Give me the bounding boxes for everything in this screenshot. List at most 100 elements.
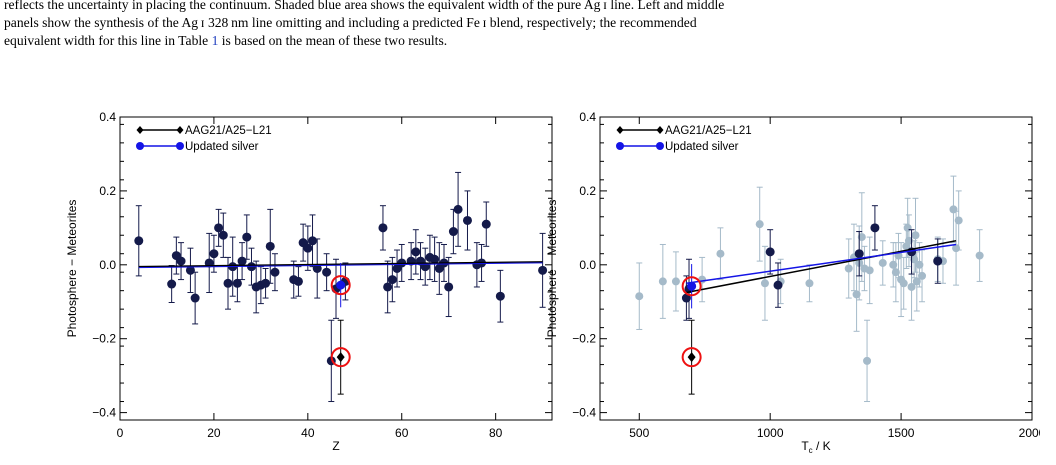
gray-data-point: [671, 277, 680, 286]
silver-new-point: [687, 281, 697, 291]
y-tick-label: 0.2: [99, 184, 116, 198]
data-point: [303, 243, 313, 253]
gray-data-point: [915, 260, 924, 269]
x-tick-label: 20: [207, 426, 221, 440]
gray-data-point: [878, 258, 887, 267]
y-tick-label: −0.4: [572, 406, 596, 420]
data-point: [870, 223, 880, 233]
x-axis-label: Z: [332, 439, 339, 453]
gray-data-point: [658, 277, 667, 286]
data-point: [378, 223, 388, 233]
data-point: [237, 256, 247, 266]
y-tick-label: 0.4: [99, 110, 116, 124]
silver-old-diamond: [336, 352, 345, 363]
x-tick-label: 40: [301, 426, 315, 440]
plot-frame: [119, 116, 553, 421]
data-point: [308, 236, 318, 246]
gray-data-point: [954, 216, 963, 225]
gray-data-point: [904, 236, 913, 245]
gray-data-point: [911, 231, 920, 240]
data-point: [242, 232, 252, 242]
gray-data-point: [907, 282, 916, 291]
y-tick-label: −0.2: [572, 332, 596, 346]
gray-data-point: [918, 271, 927, 280]
x-tick-label: 80: [489, 426, 503, 440]
legend-marker-circle: [136, 142, 144, 150]
chart-abundance-vs-z: 0 20 40 60 80 −0.4 −0.2 0.0 0.2 0.4 Z Photosphere −…: [65, 110, 553, 453]
gray-data-point: [903, 223, 912, 232]
data-point: [462, 215, 472, 225]
legend-marker-diamond: [136, 126, 144, 134]
gray-data-point: [844, 264, 853, 273]
silver-old-highlight-circle: [681, 347, 702, 368]
y-tick-label: 0.0: [99, 258, 116, 272]
legend-label-aag21: AAG21/A25−L21: [185, 125, 272, 137]
data-point: [481, 219, 491, 229]
gray-data-point: [857, 233, 866, 242]
y-axis-label: Photosphere − Meteorites: [65, 200, 79, 338]
silver-new-point: [336, 280, 346, 290]
table-reference-link[interactable]: 1: [211, 33, 219, 48]
caption-line-3: equivalent width for this line in Table …: [4, 32, 1052, 50]
gray-data-point: [805, 279, 814, 288]
data-point: [933, 256, 943, 266]
y-axis-label: Photosphere − Meteorites: [545, 200, 559, 338]
data-point: [312, 264, 322, 273]
legend-marker-circle: [656, 142, 664, 150]
gray-data-point: [635, 292, 644, 301]
data-point: [167, 279, 177, 289]
data-point: [495, 291, 505, 301]
x-tick-label: 500: [629, 426, 649, 440]
data-point: [134, 236, 144, 246]
legend-marker-circle: [176, 142, 184, 150]
legend-label-updated: Updated silver: [185, 141, 259, 153]
y-tick-label: 0.4: [579, 110, 596, 124]
x-axis-label: Tc / K: [801, 439, 830, 455]
caption-line-3-start: equivalent width for this line in Table: [4, 33, 212, 48]
y-tick-label: 0.0: [579, 258, 596, 272]
gray-data-point: [865, 266, 874, 275]
silver-new-highlight-circle: [681, 276, 702, 297]
silver-old-diamond: [687, 352, 696, 363]
data-point: [265, 241, 275, 251]
gray-data-point: [755, 220, 764, 229]
legend-label-updated: Updated silver: [665, 141, 739, 153]
gray-data-point: [863, 356, 872, 365]
data-point: [176, 256, 186, 266]
data-point: [448, 227, 458, 237]
gray-data-point: [760, 279, 769, 288]
caption-line-2: panels show the synthesis of the Ag ɪ 32…: [4, 15, 697, 30]
data-point: [383, 282, 393, 292]
data-point: [270, 267, 280, 277]
x-tick-label: 60: [395, 426, 409, 440]
gray-data-point: [910, 255, 919, 264]
gray-data-point: [891, 268, 900, 277]
gray-data-point: [899, 279, 908, 288]
legend-marker-diamond: [656, 126, 664, 134]
silver-old-highlight-circle: [330, 347, 351, 368]
data-point: [430, 254, 440, 264]
y-tick-label: −0.4: [92, 406, 116, 420]
data-point: [190, 293, 200, 303]
data-point: [232, 278, 242, 288]
caption-line-3-end: is based on the mean of these two result…: [218, 33, 448, 48]
data-point: [322, 267, 332, 277]
gray-data-point: [975, 251, 984, 260]
legend-marker-diamond: [176, 126, 184, 134]
gray-data-point: [852, 290, 861, 299]
fit-line-updated: [686, 243, 957, 285]
data-point: [538, 265, 548, 275]
data-point: [209, 249, 219, 259]
data-point: [411, 247, 421, 257]
silver-new-highlight-circle: [330, 275, 351, 296]
y-tick-label: 0.2: [579, 184, 596, 198]
legend-marker-circle: [616, 142, 624, 150]
figure-caption: reflects the uncertainty in placing the …: [4, 0, 1052, 50]
fit-line-aag21: [686, 240, 957, 294]
data-point: [223, 278, 233, 288]
x-tick-label: 1500: [888, 426, 915, 440]
legend-marker-diamond: [616, 126, 624, 134]
data-point: [261, 278, 271, 288]
data-point: [293, 276, 303, 286]
plot-frame: [599, 116, 1033, 421]
